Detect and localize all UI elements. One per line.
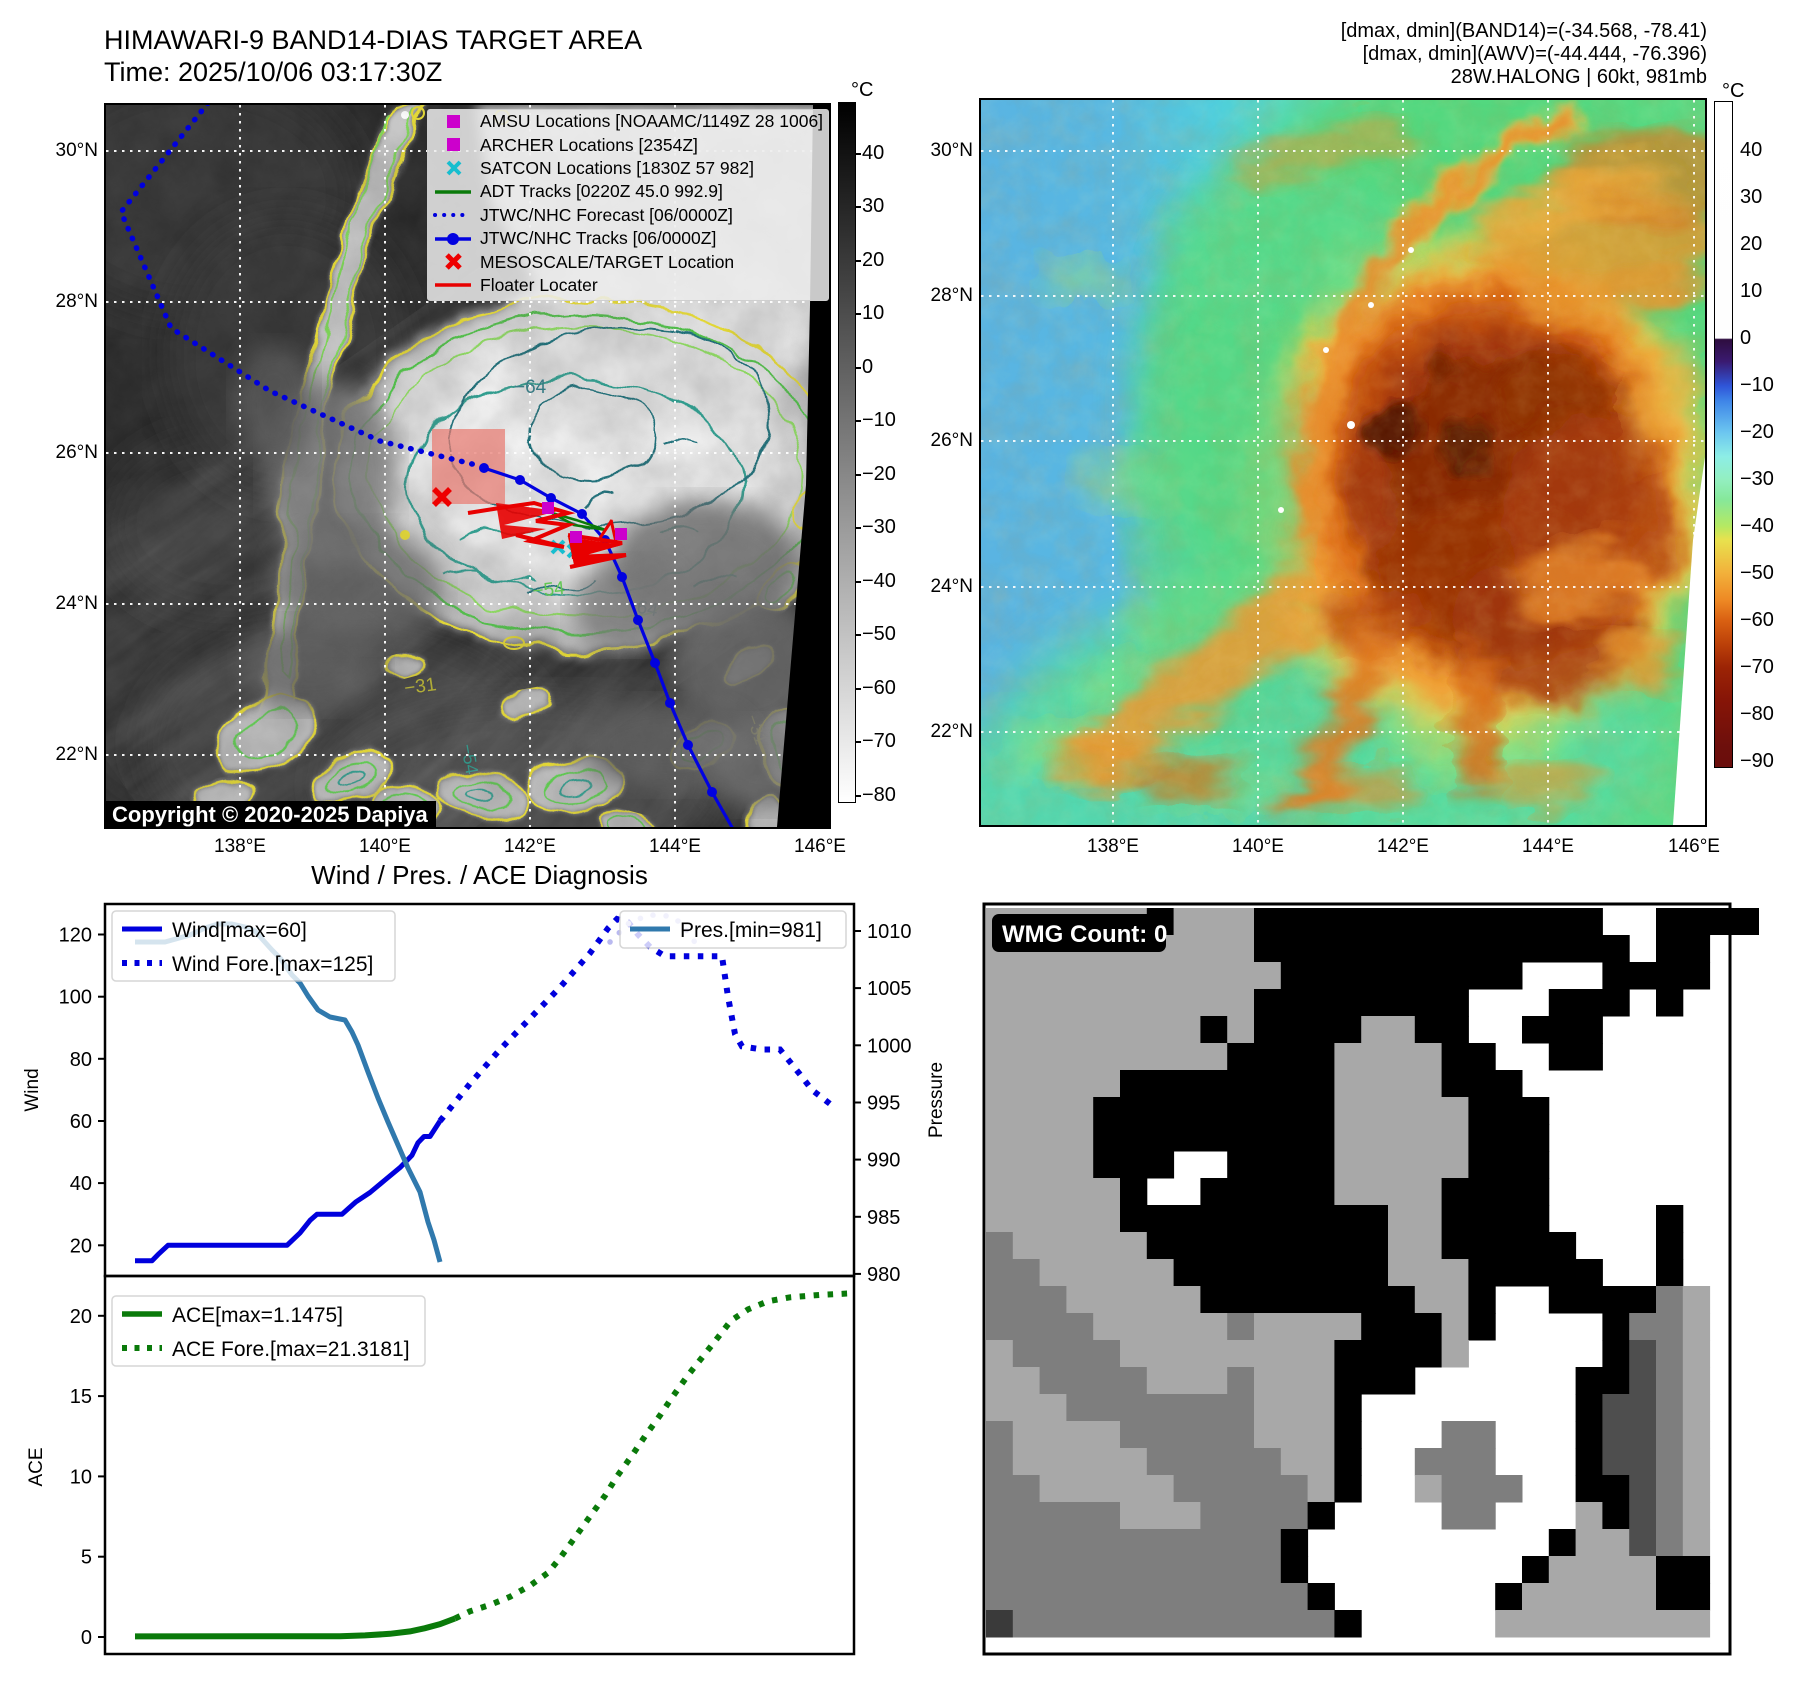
svg-text:Wind Fore.[max=125]: Wind Fore.[max=125] (172, 953, 373, 976)
svg-text:Pres.[min=981]: Pres.[min=981] (680, 919, 822, 942)
svg-text:1005: 1005 (867, 978, 912, 1000)
svg-text:Wind: Wind (22, 1068, 43, 1111)
svg-text:ACE[max=1.1475]: ACE[max=1.1475] (172, 1304, 343, 1327)
svg-text:990: 990 (867, 1150, 900, 1172)
svg-text:5: 5 (81, 1547, 92, 1569)
svg-text:100: 100 (59, 987, 92, 1009)
svg-text:20: 20 (70, 1235, 92, 1257)
svg-text:985: 985 (867, 1207, 900, 1229)
svg-text:1010: 1010 (867, 921, 912, 943)
svg-text:0: 0 (81, 1627, 92, 1649)
svg-text:995: 995 (867, 1093, 900, 1115)
svg-text:10: 10 (70, 1466, 92, 1488)
svg-text:WMG Count: 0: WMG Count: 0 (1002, 921, 1167, 948)
svg-text:15: 15 (70, 1386, 92, 1408)
svg-text:980: 980 (867, 1264, 900, 1286)
svg-text:60: 60 (70, 1111, 92, 1133)
svg-text:40: 40 (70, 1173, 92, 1195)
svg-text:120: 120 (59, 925, 92, 947)
svg-text:Pressure: Pressure (926, 1062, 947, 1138)
svg-text:ACE: ACE (26, 1447, 47, 1486)
svg-text:1000: 1000 (867, 1035, 912, 1057)
svg-text:80: 80 (70, 1049, 92, 1071)
svg-text:Wind[max=60]: Wind[max=60] (172, 919, 307, 942)
svg-text:20: 20 (70, 1306, 92, 1328)
svg-text:ACE Fore.[max=21.3181]: ACE Fore.[max=21.3181] (172, 1338, 410, 1361)
